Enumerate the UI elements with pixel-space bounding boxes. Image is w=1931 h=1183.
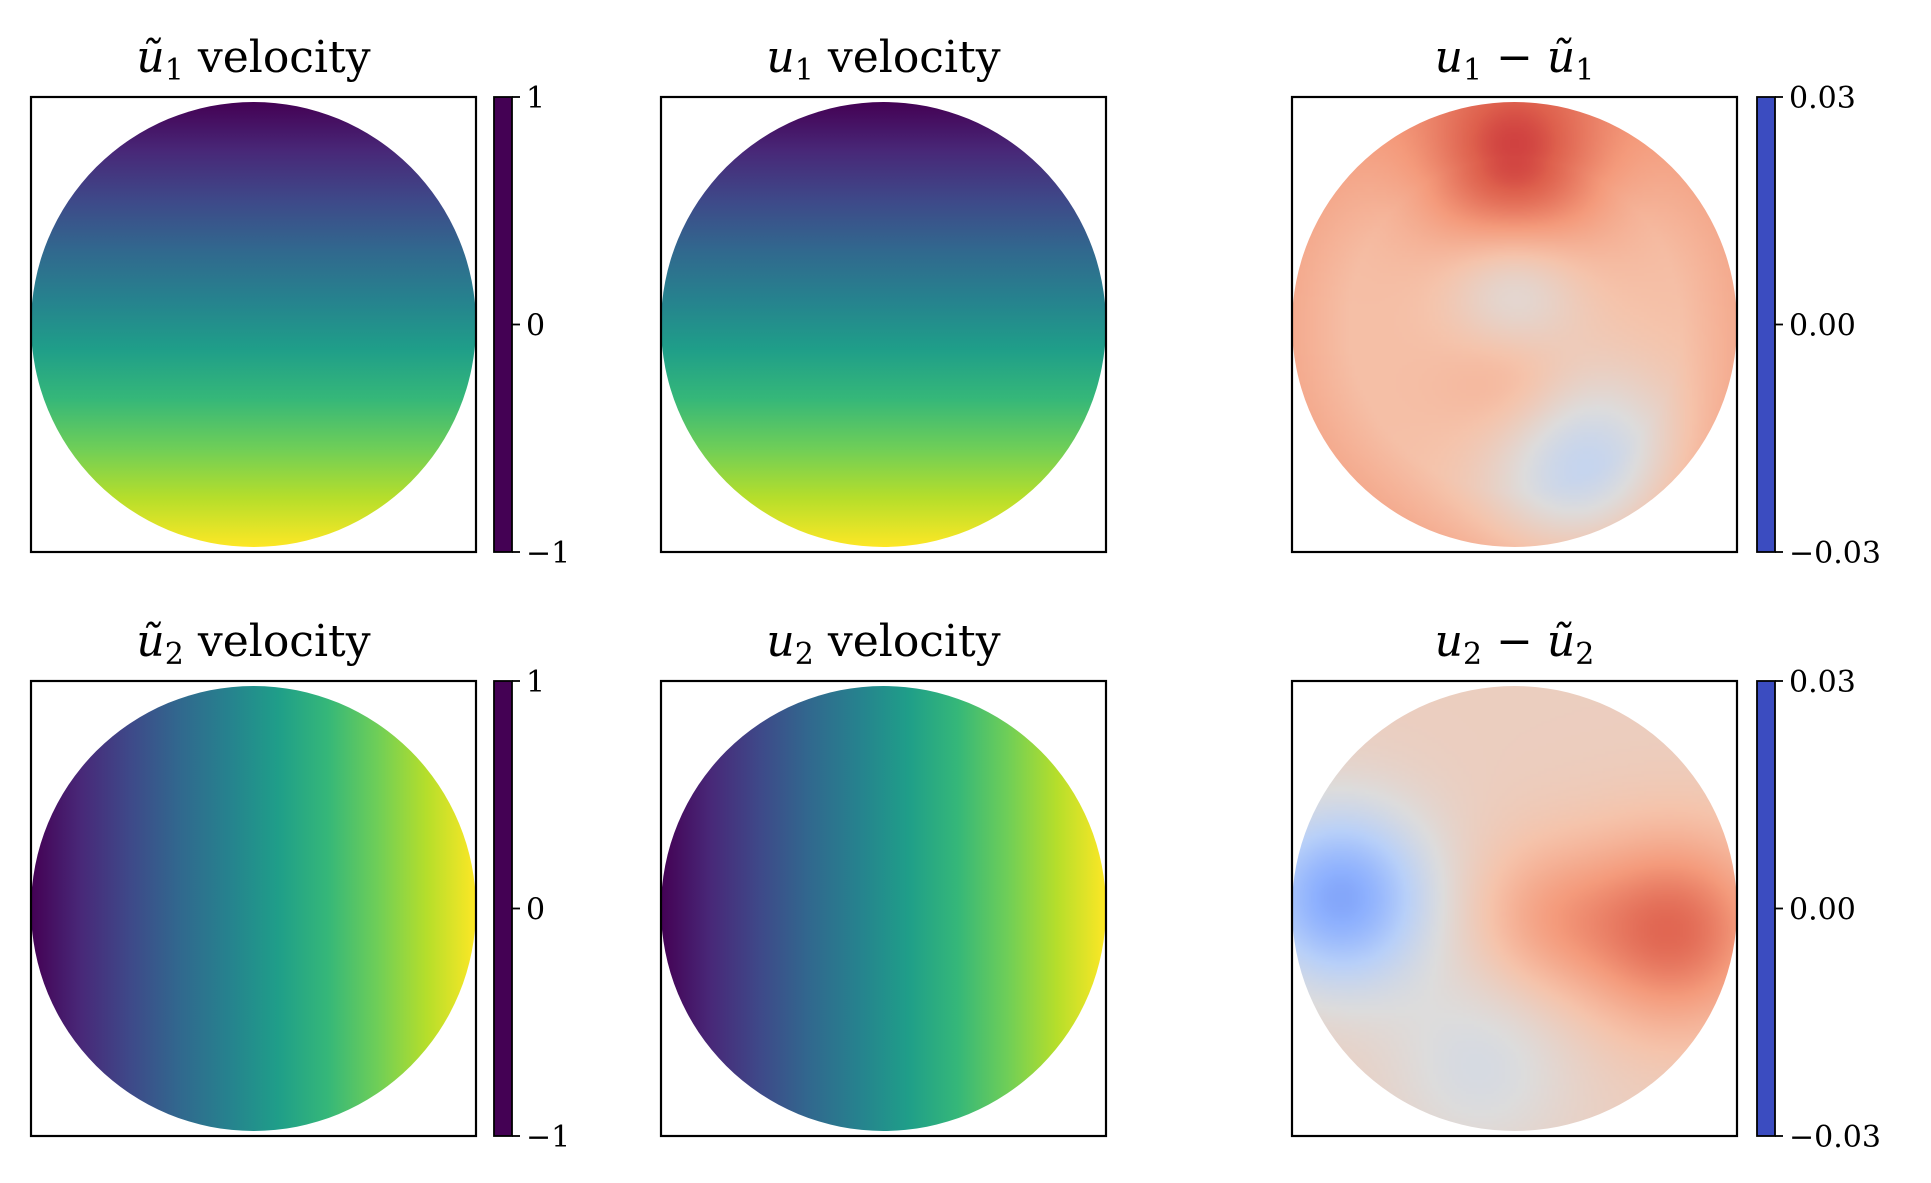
colorbar-tick-label: 1	[526, 665, 545, 700]
error-field-disk	[1292, 102, 1737, 547]
colorbar-tick-label: −0.03	[1789, 536, 1881, 571]
colorbar-tick-label: 0.00	[1789, 309, 1856, 344]
error-field-disk	[1292, 686, 1737, 1131]
colorbar: 0.03 0.00 −0.03	[1756, 81, 1881, 571]
axes-frame	[1290, 679, 1739, 1138]
velocity-field-disk	[661, 102, 1106, 547]
colorbar-gradient	[493, 96, 513, 553]
axes-frame	[659, 679, 1108, 1138]
colorbar-tick-label: 0.03	[1789, 81, 1856, 116]
panel-4: ũ2 velocity 1 0 −1	[29, 616, 570, 1155]
colorbar-gradient	[1756, 680, 1776, 1137]
panel-3: u1 − ũ1 0.03 0.00 −0.03	[1290, 32, 1881, 571]
colorbar-tick-label: −1	[526, 1120, 570, 1155]
colorbar-tick-label: 0.00	[1789, 893, 1856, 928]
colorbar-gradient	[1756, 96, 1776, 553]
panel-title: u2 − ũ2	[1435, 616, 1595, 672]
axes-frame	[29, 679, 478, 1138]
panel-title: u2 velocity	[766, 616, 1000, 672]
velocity-field-disk	[661, 686, 1106, 1131]
panel-2: u1 velocity	[659, 32, 1108, 554]
colorbar-tick-label: −0.03	[1789, 1120, 1881, 1155]
panel-6: u2 − ũ2 0.03 0.00 −0.03	[1290, 616, 1881, 1155]
colorbar-tick-label: −1	[526, 536, 570, 571]
colorbar: 1 0 −1	[493, 81, 570, 571]
colorbar: 1 0 −1	[493, 665, 570, 1155]
colorbar-tick-label: 0	[526, 309, 545, 344]
panel-title: u1 − ũ1	[1435, 32, 1595, 88]
panel-5: u2 velocity	[659, 616, 1108, 1138]
colorbar: 0.03 0.00 −0.03	[1756, 665, 1881, 1155]
panel-title: ũ1 velocity	[136, 32, 370, 88]
colorbar-gradient	[493, 680, 513, 1137]
panel-1: ũ1 velocity 1 0 −1	[29, 32, 570, 571]
velocity-field-disk	[31, 102, 476, 547]
axes-frame	[1290, 95, 1739, 554]
panel-title: ũ2 velocity	[136, 616, 370, 672]
colorbar-tick-label: 0.03	[1789, 665, 1856, 700]
panel-title: u1 velocity	[766, 32, 1000, 88]
axes-frame	[659, 95, 1108, 554]
velocity-field-disk	[31, 686, 476, 1131]
axes-frame	[29, 95, 478, 554]
colorbar-tick-label: 1	[526, 81, 545, 116]
colorbar-tick-label: 0	[526, 893, 545, 928]
